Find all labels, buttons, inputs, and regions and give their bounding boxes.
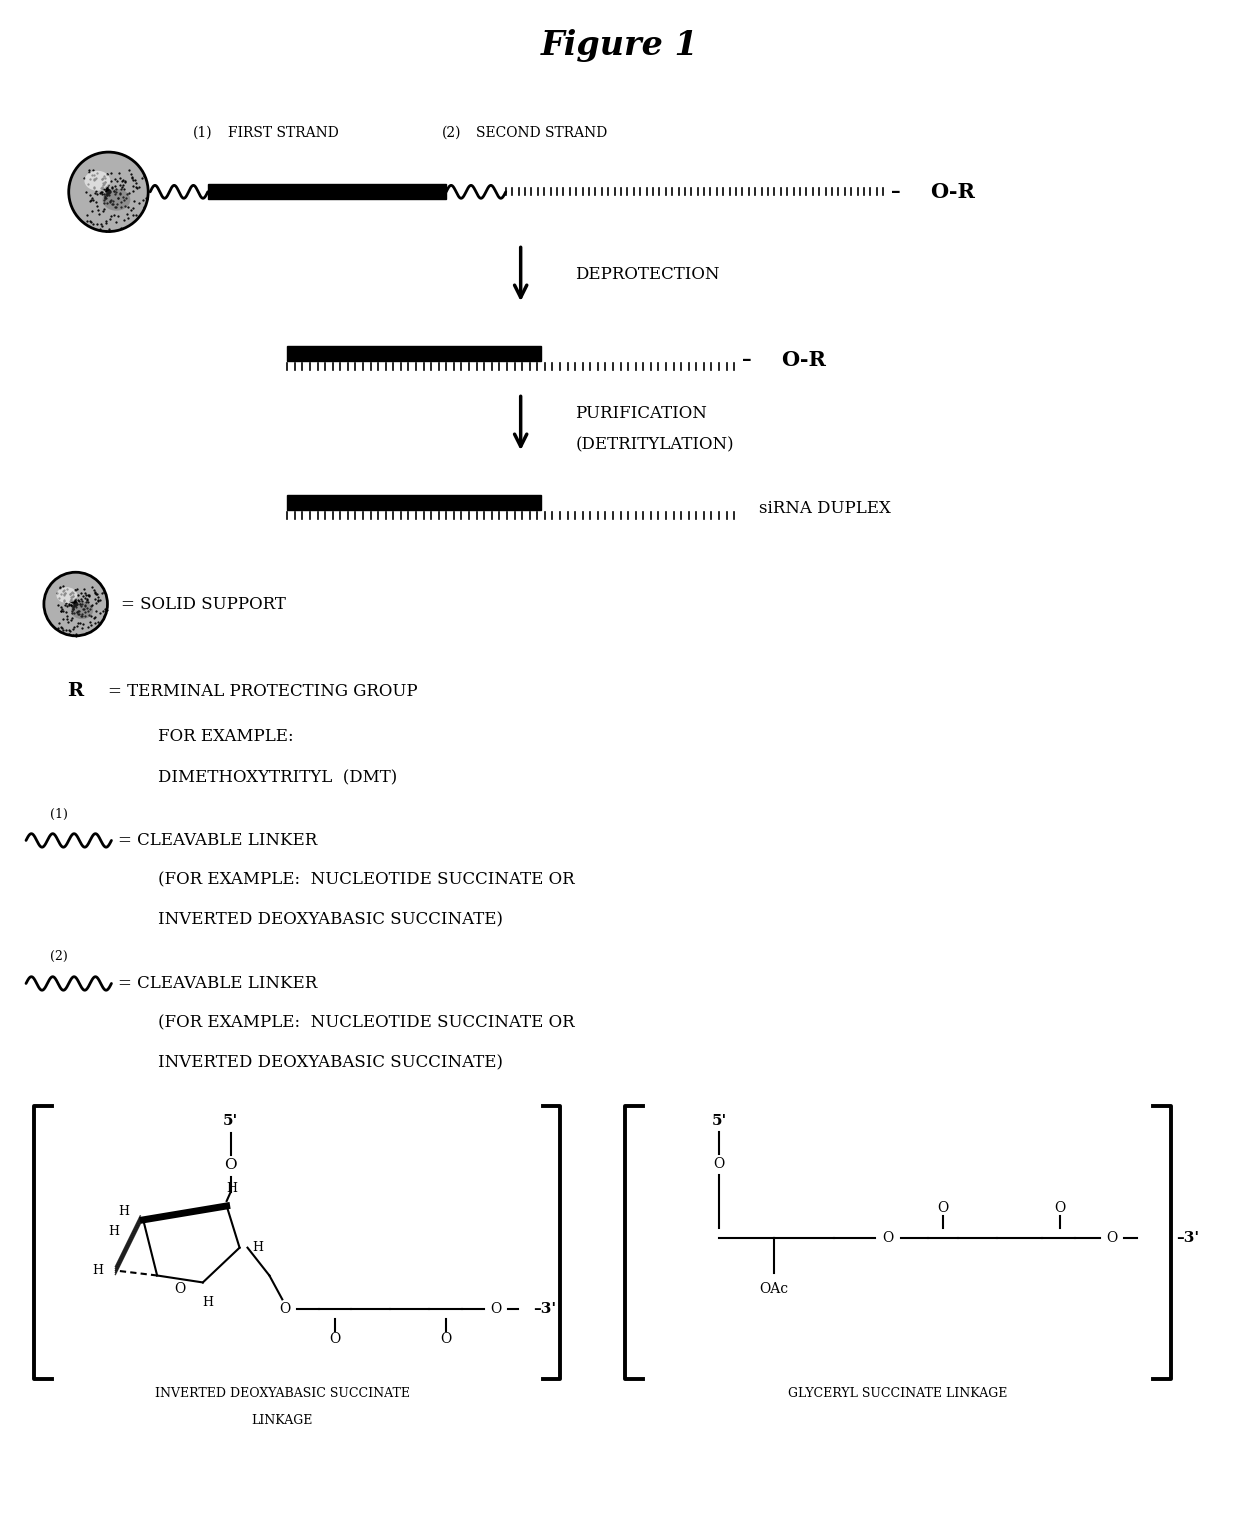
Text: O: O [330,1331,341,1347]
Text: FIRST STRAND: FIRST STRAND [228,126,339,141]
Text: DIMETHOXYTRITYL  (DMT): DIMETHOXYTRITYL (DMT) [159,769,397,787]
Text: O-R: O-R [930,182,975,201]
Text: siRNA DUPLEX: siRNA DUPLEX [759,501,890,517]
Text: O: O [175,1282,186,1297]
Bar [288,495,541,510]
Text: FOR EXAMPLE:: FOR EXAMPLE: [159,728,294,744]
Text: O: O [224,1159,237,1173]
Text: OAc: OAc [759,1283,789,1297]
Text: H: H [118,1206,129,1218]
Text: R: R [68,682,84,701]
Text: INVERTED DEOXYABASIC SUCCINATE: INVERTED DEOXYABASIC SUCCINATE [155,1387,409,1400]
Bar [208,185,446,200]
Text: = CLEAVABLE LINKER: = CLEAVABLE LINKER [118,974,317,993]
Text: SECOND STRAND: SECOND STRAND [476,126,608,141]
Text: H: H [108,1226,119,1238]
Bar [288,346,541,362]
Text: H: H [252,1241,263,1254]
Text: 5': 5' [712,1114,727,1127]
Text: –: – [892,183,901,201]
Text: (1): (1) [193,126,213,141]
Text: = SOLID SUPPORT: = SOLID SUPPORT [122,596,286,613]
Ellipse shape [71,602,93,619]
Text: O: O [280,1303,291,1316]
Text: Figure 1: Figure 1 [541,29,699,62]
Text: LINKAGE: LINKAGE [252,1415,312,1427]
Text: = TERMINAL PROTECTING GROUP: = TERMINAL PROTECTING GROUP [108,682,418,701]
Text: O: O [937,1201,949,1215]
Text: O: O [490,1303,501,1316]
Text: –3': –3' [533,1303,557,1316]
Text: O: O [1106,1230,1117,1245]
Text: INVERTED DEOXYABASIC SUCCINATE): INVERTED DEOXYABASIC SUCCINATE) [159,911,503,929]
Ellipse shape [68,153,149,231]
Text: = CLEAVABLE LINKER: = CLEAVABLE LINKER [118,832,317,849]
Text: (FOR EXAMPLE:  NUCLEOTIDE SUCCINATE OR: (FOR EXAMPLE: NUCLEOTIDE SUCCINATE OR [159,1015,575,1032]
Text: INVERTED DEOXYABASIC SUCCINATE): INVERTED DEOXYABASIC SUCCINATE) [159,1055,503,1071]
Text: –: – [743,351,751,369]
Text: (1): (1) [50,808,68,822]
Ellipse shape [43,572,108,635]
Text: –3': –3' [1177,1230,1199,1245]
Text: DEPROTECTION: DEPROTECTION [575,266,719,283]
Text: (DETRITYLATION): (DETRITYLATION) [575,437,734,454]
Text: O: O [1054,1201,1065,1215]
Text: O-R: O-R [781,350,826,369]
Text: PURIFICATION: PURIFICATION [575,405,707,422]
Text: 5': 5' [223,1114,238,1127]
Text: (FOR EXAMPLE:  NUCLEOTIDE SUCCINATE OR: (FOR EXAMPLE: NUCLEOTIDE SUCCINATE OR [159,871,575,888]
Text: (2): (2) [50,950,68,964]
Text: O: O [714,1157,725,1171]
Text: GLYCERYL SUCCINATE LINKAGE: GLYCERYL SUCCINATE LINKAGE [789,1387,1008,1400]
Text: H: H [92,1263,103,1277]
Ellipse shape [84,171,110,191]
Text: (2): (2) [441,126,461,141]
Ellipse shape [57,587,77,604]
Ellipse shape [103,189,130,210]
Text: O: O [883,1230,894,1245]
Text: H: H [226,1182,237,1195]
Text: H: H [202,1295,213,1309]
Text: O: O [440,1331,451,1347]
